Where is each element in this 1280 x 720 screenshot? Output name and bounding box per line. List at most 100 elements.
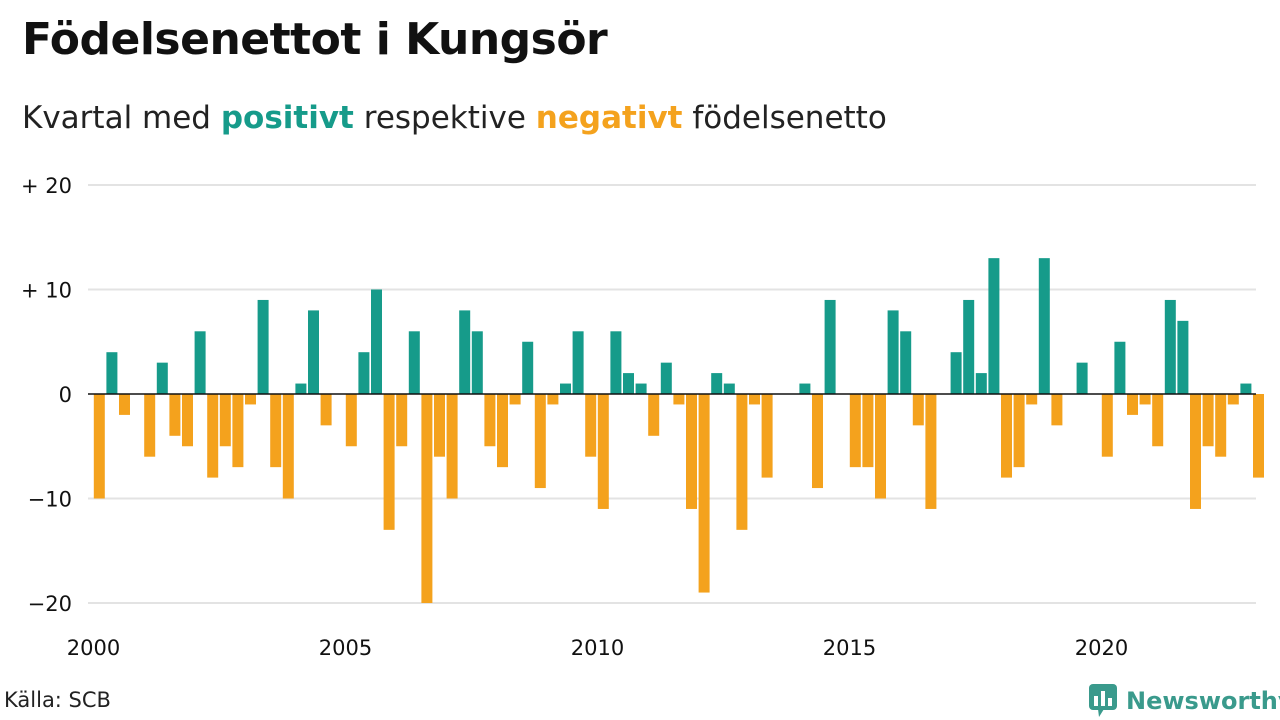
bar-negative: [93, 394, 105, 499]
bar-positive: [295, 383, 307, 394]
bar-positive: [950, 352, 962, 394]
bar-negative: [698, 394, 710, 593]
x-tick-label: 2020: [1075, 636, 1128, 660]
bar-negative: [925, 394, 937, 509]
bar-positive: [1240, 383, 1252, 394]
bar-positive: [371, 289, 382, 394]
newsworthy-chat-chart-icon: [1089, 684, 1117, 717]
bar-positive: [572, 331, 584, 394]
subtitle-text-2: respektive: [363, 100, 526, 136]
bar-negative: [1152, 394, 1164, 447]
bar-negative: [736, 394, 748, 530]
bar-negative: [1215, 394, 1227, 457]
bar-positive: [723, 383, 735, 394]
y-tick-label: −20: [28, 592, 72, 616]
bar-positive: [635, 383, 647, 394]
bar-negative: [1190, 394, 1201, 509]
bar-negative: [761, 394, 773, 478]
bar-negative: [169, 394, 181, 436]
bar-positive: [459, 310, 471, 394]
bar-negative: [812, 394, 823, 489]
subtitle-negative-word: negativt: [535, 100, 683, 136]
bar-positive: [1076, 362, 1088, 394]
bar-negative: [219, 394, 231, 447]
bar-positive: [988, 258, 1000, 394]
bar-negative: [320, 394, 332, 426]
bar-positive: [1038, 258, 1050, 394]
source-note: Källa: SCB: [4, 688, 111, 712]
bar-negative: [396, 394, 408, 447]
bar-positive: [106, 352, 118, 394]
bar-positive: [308, 310, 319, 394]
bar-positive: [963, 299, 975, 394]
bar-negative: [484, 394, 496, 447]
y-tick-label: 0: [59, 383, 72, 407]
bar-negative: [509, 394, 521, 405]
bar-negative: [144, 394, 156, 457]
subtitle-text-1: Kvartal med: [22, 100, 211, 136]
subtitle-text-3: födelsenetto: [692, 100, 887, 136]
bar-negative: [547, 394, 559, 405]
bar-negative: [282, 394, 294, 499]
chart-subtitle: Kvartal med positivt respektive negativt…: [22, 100, 887, 136]
bar-positive: [194, 331, 206, 394]
bar-negative: [1227, 394, 1239, 405]
bar-negative: [434, 394, 445, 457]
brand-logo: Newsworthy: [1088, 682, 1280, 720]
bar-negative: [597, 394, 609, 509]
bar-negative: [1139, 394, 1151, 405]
y-tick-label: + 10: [21, 279, 72, 303]
y-tick-label: −10: [28, 488, 72, 512]
bar-positive: [610, 331, 622, 394]
bar-negative: [585, 394, 597, 457]
bar-negative: [673, 394, 685, 405]
bar-negative: [270, 394, 282, 468]
bar-positive: [824, 299, 836, 394]
bar-positive: [1164, 299, 1176, 394]
bar-negative: [912, 394, 924, 426]
bar-positive: [1114, 341, 1126, 394]
bar-negative: [182, 394, 193, 447]
bar-positive: [522, 341, 534, 394]
bar-negative: [1101, 394, 1113, 457]
subtitle-positive-word: positivt: [220, 100, 354, 136]
bar-positive: [799, 383, 811, 394]
bar-positive: [900, 331, 912, 394]
bar-negative: [686, 394, 697, 509]
bar-positive: [623, 373, 634, 394]
x-tick-label: 2000: [67, 636, 120, 660]
bar-positive: [358, 352, 370, 394]
bar-positive: [660, 362, 672, 394]
bar-negative: [421, 394, 433, 603]
bar-negative: [446, 394, 458, 499]
bar-negative: [245, 394, 256, 405]
bar-negative: [1013, 394, 1025, 468]
bar-negative: [648, 394, 660, 436]
bar-negative: [497, 394, 508, 468]
bar-negative: [1253, 394, 1264, 478]
bar-negative: [849, 394, 861, 468]
bar-positive: [711, 373, 723, 394]
bar-negative: [749, 394, 760, 405]
bar-negative: [1001, 394, 1012, 478]
x-tick-label: 2005: [319, 636, 372, 660]
bar-negative: [119, 394, 130, 415]
bar-negative: [232, 394, 244, 468]
bar-negative: [1127, 394, 1138, 415]
bar-negative: [534, 394, 546, 489]
bar-negative: [1026, 394, 1038, 405]
x-tick-label: 2015: [823, 636, 876, 660]
bar-positive: [887, 310, 899, 394]
bar-positive: [1177, 320, 1189, 394]
bar-negative: [1051, 394, 1063, 426]
bar-positive: [560, 383, 571, 394]
bar-negative: [875, 394, 886, 499]
bar-positive: [471, 331, 483, 394]
bar-positive: [408, 331, 420, 394]
bar-negative: [207, 394, 219, 478]
y-tick-label: + 20: [21, 174, 72, 198]
bar-positive: [975, 373, 987, 394]
bar-negative: [862, 394, 874, 468]
bar-positive: [257, 299, 269, 394]
